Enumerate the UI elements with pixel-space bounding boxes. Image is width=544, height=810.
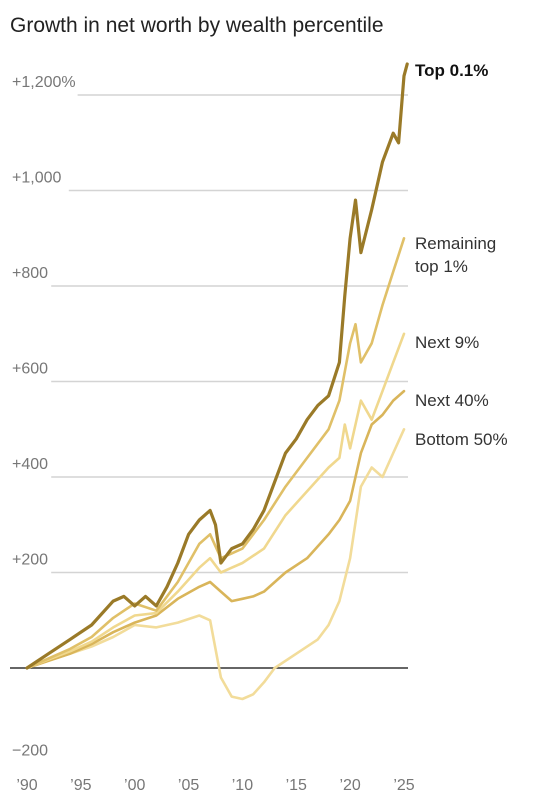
series-line-bottom-50 [25,428,406,701]
grid-lines [51,94,408,574]
y-tick-label: +800 [12,265,48,282]
x-tick-label: ’25 [393,777,414,794]
y-tick-label: −200 [12,743,48,760]
x-axis-ticks: ’90 ’95 ’00 ’05 ’10 ’15 ’20 ’25 [16,777,414,794]
series-label-top-0-1: Top 0.1% [415,61,488,80]
series-label-next-40: Next 40% [415,391,489,410]
y-tick-label: +1,000 [12,170,61,187]
y-tick-label: +200 [12,552,48,569]
series-label-remaining-top-1-line1: Remaining [415,234,496,253]
series-lines [25,62,409,701]
series-line-next-40 [25,389,406,670]
series-line-remaining-top-1 [25,237,406,670]
x-tick-label: ’95 [70,777,91,794]
y-tick-label: +600 [12,361,48,378]
x-tick-label: ’10 [232,777,253,794]
series-label-next-9: Next 9% [415,333,479,352]
series-line-next-9 [25,332,406,670]
y-tick-label: +1,200% [12,74,76,91]
series-label-bottom-50: Bottom 50% [415,430,508,449]
x-tick-label: ’00 [124,777,145,794]
x-tick-label: ’05 [178,777,199,794]
x-tick-label: ’90 [16,777,37,794]
x-tick-label: ’15 [286,777,307,794]
series-label-remaining-top-1-line2: top 1% [415,257,468,276]
y-axis-ticks: +1,200% +1,000 +800 +600 +400 +200 −200 [12,74,76,760]
chart-title: Growth in net worth by wealth percentile [10,14,384,37]
series-line-top-0-1 [25,62,409,670]
x-tick-label: ’20 [339,777,360,794]
y-tick-label: +400 [12,456,48,473]
